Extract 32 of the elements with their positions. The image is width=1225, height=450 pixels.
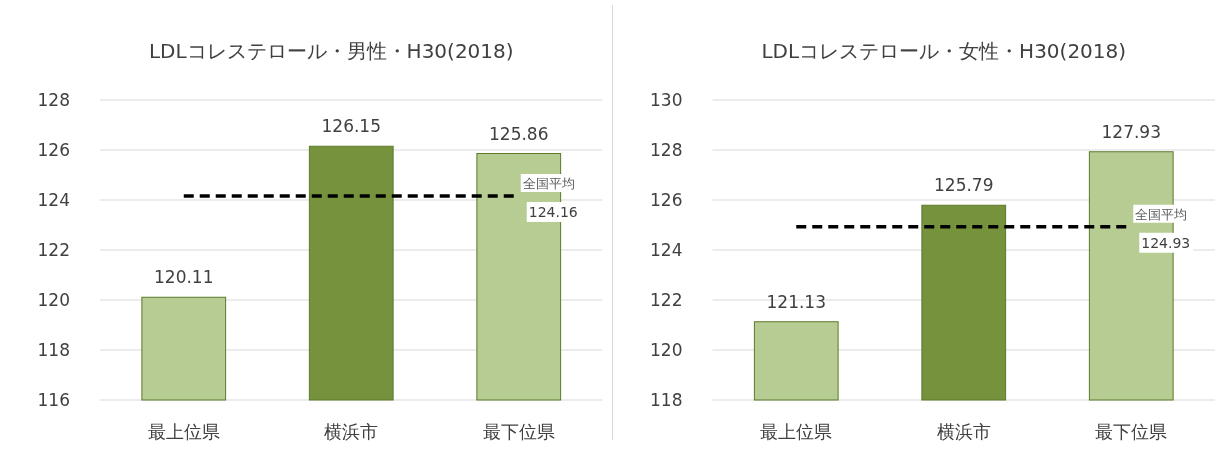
data-label: 126.15 — [321, 116, 381, 137]
y-tick-label: 126 — [37, 140, 70, 160]
y-tick-label: 120 — [650, 340, 683, 360]
annotation: 124.16 — [528, 204, 578, 220]
x-tick-label: 最上位県 — [147, 421, 220, 442]
data-label: 127.93 — [1101, 121, 1161, 142]
x-tick-label: 最下位県 — [482, 421, 555, 442]
data-label: 121.13 — [766, 291, 826, 312]
ref-line-label: 全国平均 — [522, 176, 575, 191]
y-tick-label: 124 — [650, 240, 683, 260]
chart-title: LDLコレステロール・女性・H30(2018) — [761, 39, 1127, 63]
ref-line-label: 全国平均 — [1135, 206, 1188, 222]
chart-title: LDLコレステロール・男性・H30(2018) — [148, 39, 514, 63]
y-tick-label: 130 — [650, 90, 683, 110]
y-tick-label: 126 — [650, 190, 683, 210]
annotation: 124.93 — [1141, 234, 1191, 251]
x-tick-label: 最上位県 — [760, 421, 833, 442]
y-tick-label: 120 — [37, 290, 70, 310]
data-label: 120.11 — [154, 267, 214, 288]
y-tick-label: 124 — [37, 190, 70, 210]
x-tick-label: 最下位県 — [1095, 421, 1168, 442]
y-tick-label: 128 — [37, 90, 70, 110]
x-tick-label: 横浜市 — [324, 421, 379, 442]
y-tick-label: 122 — [37, 240, 70, 260]
x-tick-label: 横浜市 — [936, 421, 991, 442]
y-tick-label: 116 — [37, 390, 70, 410]
y-tick-label: 128 — [650, 140, 683, 160]
data-label: 125.86 — [489, 123, 549, 144]
data-label: 125.79 — [934, 175, 994, 196]
y-tick-label: 122 — [650, 290, 683, 310]
y-tick-label: 118 — [650, 390, 683, 410]
y-tick-label: 118 — [37, 340, 70, 360]
